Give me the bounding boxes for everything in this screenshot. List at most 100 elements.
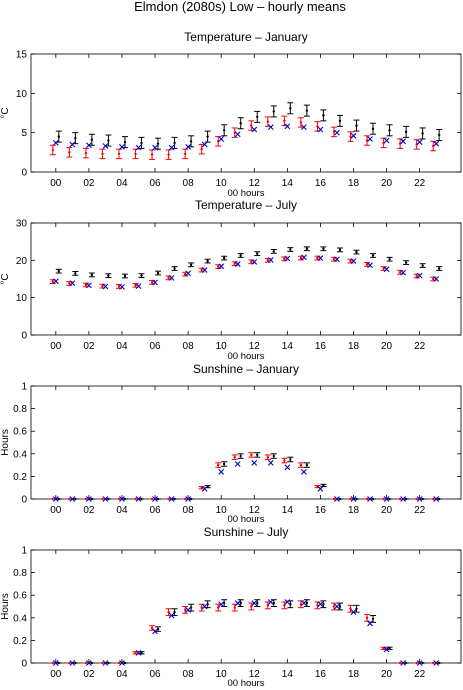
series-0 xyxy=(55,599,443,665)
data-point xyxy=(303,462,310,468)
point-marker xyxy=(68,661,71,665)
point-marker xyxy=(140,497,143,501)
data-point xyxy=(353,119,360,132)
point-marker xyxy=(415,274,418,278)
data-point xyxy=(353,497,360,501)
point-marker xyxy=(134,284,137,287)
y-tick-label: 1 xyxy=(21,382,27,393)
x-marker xyxy=(300,600,307,606)
chart-title: Sunshine – July xyxy=(204,525,289,539)
x-marker xyxy=(168,274,175,281)
data-point xyxy=(72,132,79,145)
point-marker xyxy=(101,284,104,288)
x-marker xyxy=(267,599,274,605)
data-point xyxy=(287,247,294,252)
data-point xyxy=(105,497,112,501)
data-point xyxy=(237,117,244,130)
x-marker xyxy=(350,258,357,264)
data-point xyxy=(248,452,255,458)
point-marker xyxy=(388,129,391,132)
point-marker xyxy=(283,119,286,123)
point-marker xyxy=(183,152,187,156)
x-tick-label: 10 xyxy=(216,178,228,189)
data-point xyxy=(303,246,310,252)
point-marker xyxy=(74,661,77,665)
point-marker xyxy=(57,661,60,665)
data-point xyxy=(364,135,371,146)
x-marker xyxy=(185,143,192,150)
series-2 xyxy=(52,459,440,502)
point-marker xyxy=(250,453,253,457)
x-marker xyxy=(251,126,258,133)
data-point xyxy=(237,599,244,607)
point-marker xyxy=(222,256,226,260)
data-point xyxy=(72,497,79,501)
x-marker xyxy=(102,496,109,502)
data-point xyxy=(99,497,106,501)
data-point xyxy=(403,260,410,265)
x-marker xyxy=(135,496,142,502)
x-tick-label: 22 xyxy=(414,178,426,189)
x-tick-label: 20 xyxy=(381,341,393,352)
data-point xyxy=(347,604,354,613)
y-tick-label: 0.4 xyxy=(13,449,27,460)
data-point xyxy=(115,148,122,160)
data-point xyxy=(49,497,56,501)
data-point xyxy=(270,105,277,118)
y-tick-label: 0 xyxy=(21,168,27,179)
data-point xyxy=(303,104,310,117)
x-marker xyxy=(300,468,307,475)
data-point xyxy=(221,599,228,607)
data-point xyxy=(182,606,189,614)
data-point xyxy=(336,114,343,127)
data-point xyxy=(248,259,255,265)
series-1 xyxy=(49,115,437,160)
point-marker xyxy=(150,497,154,501)
x-tick-label: 02 xyxy=(83,669,95,680)
point-marker xyxy=(266,120,270,123)
x-marker xyxy=(350,132,357,139)
data-point xyxy=(221,124,228,137)
x-marker xyxy=(367,620,373,627)
x-marker xyxy=(234,261,241,267)
point-marker xyxy=(200,147,203,151)
x-marker xyxy=(85,282,92,289)
x-marker xyxy=(135,649,142,656)
x-marker xyxy=(433,140,440,147)
x-marker xyxy=(251,600,258,606)
x-marker xyxy=(234,131,241,138)
x-marker xyxy=(350,609,357,616)
point-marker xyxy=(371,617,375,621)
data-point xyxy=(237,253,244,258)
y-tick-label: 0.2 xyxy=(13,636,27,647)
point-marker xyxy=(167,497,170,501)
point-marker xyxy=(266,259,270,262)
point-marker xyxy=(150,281,154,284)
data-point xyxy=(182,271,189,277)
x-marker xyxy=(102,660,109,666)
point-marker xyxy=(156,271,160,275)
data-point xyxy=(320,483,327,488)
x-marker xyxy=(267,124,274,131)
data-point xyxy=(430,276,437,282)
point-marker xyxy=(167,276,170,280)
data-point xyxy=(204,130,211,143)
point-marker xyxy=(272,250,275,253)
point-marker xyxy=(123,274,127,278)
data-point xyxy=(49,279,56,284)
point-marker xyxy=(388,258,391,261)
y-tick-label: 0.8 xyxy=(13,568,27,579)
data-point xyxy=(138,273,145,279)
point-marker xyxy=(222,129,226,132)
x-marker xyxy=(52,140,59,146)
data-point xyxy=(397,497,404,501)
data-point xyxy=(419,497,426,501)
data-point xyxy=(115,661,122,665)
point-marker xyxy=(382,267,385,270)
point-marker xyxy=(272,110,275,113)
point-marker xyxy=(355,124,358,127)
y-axis-label: Hours xyxy=(0,429,11,456)
x-axis-label: 00 hours xyxy=(228,678,265,689)
x-tick-label: 14 xyxy=(282,669,294,680)
